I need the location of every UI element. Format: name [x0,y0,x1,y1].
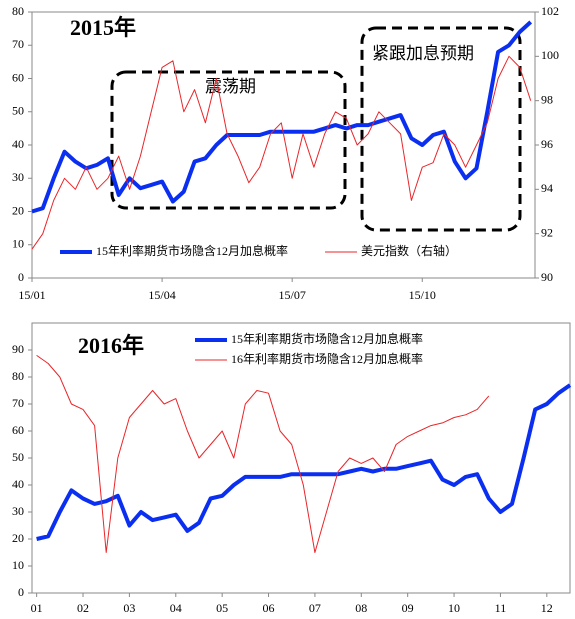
y2-tick-label: 94 [541,181,553,195]
x-tick-label: 15/10 [409,288,436,302]
y-tick-label: 90 [12,342,24,356]
series-line [31,55,532,250]
x-tick-label: 07 [309,601,321,615]
annotation: 震荡期 [205,77,256,96]
y-tick-label: 60 [12,423,24,437]
y-tick-label: 70 [12,396,24,410]
y-tick-label: 80 [12,4,24,18]
annotation: 紧跟加息预期 [372,44,474,63]
chart-title: 2016年 [78,333,144,358]
y-tick-label: 0 [18,270,24,284]
y2-tick-label: 96 [541,137,553,151]
legend-label: 15年利率期货市场隐含12月加息概率 [231,331,423,346]
y-tick-label: 20 [12,203,24,217]
x-tick-label: 12 [541,601,553,615]
x-tick-label: 04 [170,601,182,615]
dashed-box [360,26,522,232]
y-tick-label: 30 [12,170,24,184]
x-tick-label: 02 [77,601,89,615]
y-tick-label: 40 [12,137,24,151]
x-tick-label: 06 [263,601,275,615]
y2-tick-label: 92 [541,225,553,239]
x-tick-label: 15/07 [279,288,306,302]
y-tick-label: 40 [12,477,24,491]
x-tick-label: 08 [355,601,367,615]
legend-label: 15年利率期货市场隐含12月加息概率 [96,243,288,258]
dashed-box [110,70,347,210]
series-line [36,354,490,553]
y-tick-label: 80 [12,369,24,383]
x-tick-label: 11 [495,601,507,615]
x-tick-label: 15/01 [18,288,45,302]
y-tick-label: 60 [12,70,24,84]
x-tick-label: 09 [402,601,414,615]
x-tick-label: 01 [31,601,43,615]
series-line [36,383,572,541]
y-tick-label: 30 [12,504,24,518]
y-tick-label: 70 [12,37,24,51]
y2-tick-label: 98 [541,92,553,106]
x-tick-label: 05 [216,601,228,615]
series-line [31,20,533,214]
legend-label: 美元指数（右轴） [361,243,457,258]
y-tick-label: 10 [12,558,24,572]
x-tick-label: 03 [123,601,135,615]
chart-title: 2015年 [70,15,136,40]
y2-tick-label: 90 [541,270,553,284]
y-tick-label: 0 [18,585,24,599]
legend-label: 16年利率期货市场隐含12月加息概率 [231,351,423,366]
y-tick-label: 20 [12,531,24,545]
y-tick-label: 10 [12,237,24,251]
y2-tick-label: 100 [541,48,559,62]
y-tick-label: 50 [12,104,24,118]
x-tick-label: 10 [448,601,460,615]
y2-tick-label: 102 [541,4,559,18]
x-tick-label: 15/04 [148,288,175,302]
y-tick-label: 50 [12,450,24,464]
